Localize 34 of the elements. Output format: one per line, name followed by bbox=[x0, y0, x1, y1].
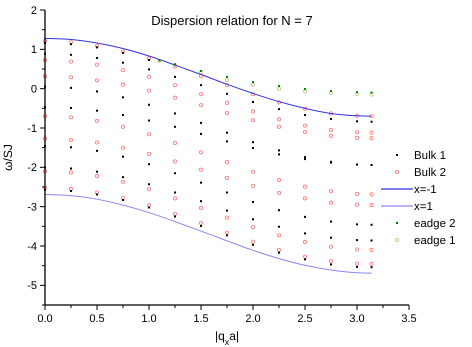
y-axis-title: ω/SJ bbox=[1, 144, 15, 171]
x-tick-label: 3.0 bbox=[349, 313, 365, 325]
legend-label: eadge 1 bbox=[414, 235, 456, 248]
y-tick-label: 2 bbox=[30, 4, 37, 17]
legend-label: x=-1 bbox=[414, 184, 437, 196]
point bbox=[354, 92, 360, 96]
x-tick-label: 2.5 bbox=[297, 313, 313, 325]
y-tick-label: -3 bbox=[27, 202, 37, 214]
legend-label: Bulk 1 bbox=[414, 150, 446, 162]
x-tick-label: 3.5 bbox=[401, 313, 417, 325]
line-series bbox=[44, 194, 372, 274]
y-tick-label: -4 bbox=[27, 240, 37, 253]
legend-label: eadge 2 bbox=[414, 218, 456, 230]
legend-label: x=1 bbox=[414, 201, 433, 214]
x-tick-label: 0.5 bbox=[89, 313, 105, 325]
x-axis-title: |q$_{x}$a| bbox=[214, 329, 240, 347]
point bbox=[370, 92, 374, 97]
y-tick-label: 0 bbox=[30, 84, 37, 96]
point bbox=[276, 86, 282, 91]
legend-label: Bulk 2 bbox=[414, 167, 446, 180]
point bbox=[198, 70, 204, 74]
point bbox=[250, 82, 256, 87]
point bbox=[302, 89, 308, 94]
x-tick-label: 2.0 bbox=[245, 313, 261, 325]
x-tick-label: 1.5 bbox=[193, 313, 209, 325]
y-tick-label: -1 bbox=[27, 122, 37, 135]
y-tick-label: 1 bbox=[30, 44, 37, 56]
chart-title: Dispersion relation for N = 7 bbox=[151, 13, 313, 28]
point bbox=[328, 90, 334, 96]
y-tick-label: -5 bbox=[27, 280, 37, 292]
x-tick-label: 0.0 bbox=[37, 313, 53, 325]
point bbox=[224, 78, 230, 82]
x-tick-label: 1.0 bbox=[141, 313, 157, 325]
y-tick-label: -2 bbox=[27, 162, 37, 174]
